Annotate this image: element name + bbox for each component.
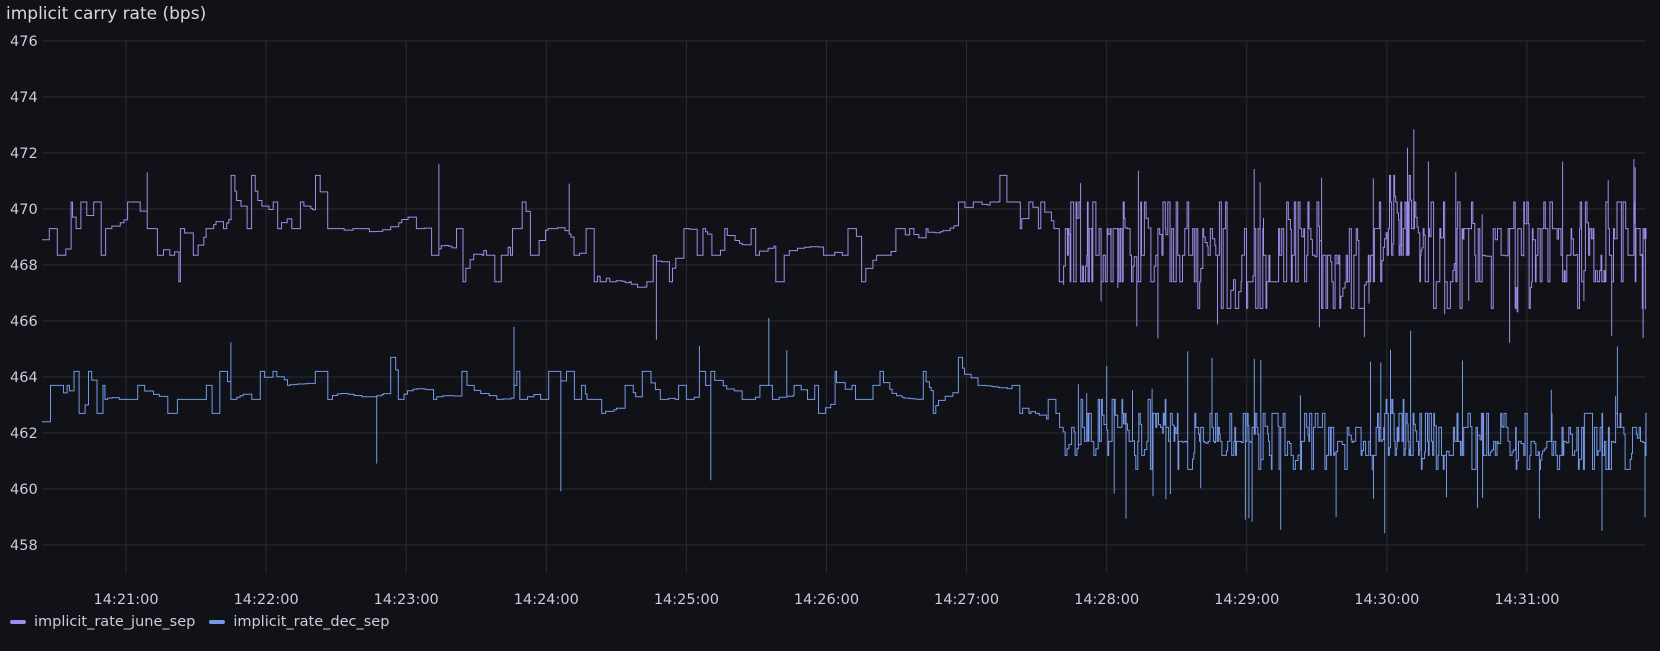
x-tick-label: 14:27:00 — [934, 592, 999, 608]
x-tick-label: 14:30:00 — [1354, 592, 1419, 608]
y-tick-label: 466 — [10, 314, 38, 330]
y-tick-label: 474 — [10, 90, 38, 106]
x-tick-label: 14:29:00 — [1214, 592, 1279, 608]
legend-swatch-june-sep — [10, 620, 26, 624]
panel-title[interactable]: implicit carry rate (bps) — [6, 4, 207, 24]
y-tick-label: 468 — [10, 258, 38, 274]
x-tick-label: 14:26:00 — [794, 592, 859, 608]
y-tick-label: 460 — [10, 482, 38, 498]
x-tick-label: 14:31:00 — [1494, 592, 1559, 608]
x-tick-label: 14:24:00 — [514, 592, 579, 608]
legend-label-dec-sep: implicit_rate_dec_sep — [233, 614, 390, 630]
y-tick-label: 464 — [10, 370, 38, 386]
x-tick-label: 14:28:00 — [1074, 592, 1139, 608]
series-line-june-sep[interactable] — [42, 129, 1647, 343]
y-tick-label: 472 — [10, 146, 38, 162]
legend-swatch-dec-sep — [209, 620, 226, 624]
x-tick-label: 14:21:00 — [93, 592, 158, 608]
y-tick-label: 476 — [10, 34, 38, 50]
legend-label-june-sep: implicit_rate_june_sep — [34, 614, 196, 630]
y-tick-label: 462 — [10, 426, 38, 442]
y-axis-ticks: 458 460 462 464 466 468 470 472 474 476 — [10, 34, 38, 554]
series-line-dec-sep[interactable] — [42, 317, 1647, 534]
x-tick-label: 14:23:00 — [374, 592, 439, 608]
x-tick-label: 14:25:00 — [654, 592, 719, 608]
legend: implicit_rate_june_sep implicit_rate_dec… — [10, 614, 389, 630]
series-layer — [42, 129, 1647, 534]
legend-item-dec-sep[interactable]: implicit_rate_dec_sep — [209, 614, 389, 630]
x-axis-ticks: 14:21:00 14:22:00 14:23:00 14:24:00 14:25:00… — [93, 592, 1559, 608]
y-tick-label: 458 — [10, 538, 38, 554]
y-tick-label: 470 — [10, 202, 38, 218]
grid-lines — [42, 40, 1646, 573]
x-tick-label: 14:22:00 — [234, 592, 299, 608]
legend-item-june-sep[interactable]: implicit_rate_june_sep — [10, 614, 195, 630]
